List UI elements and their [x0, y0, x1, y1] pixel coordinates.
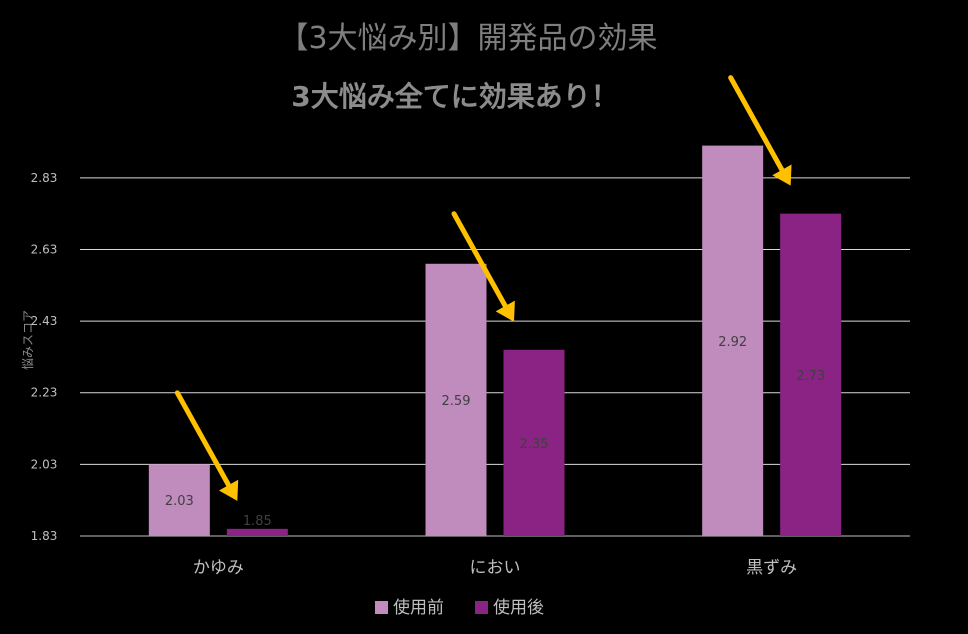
chart-subtitle: 3大悩み全てに効果あり！ — [291, 80, 618, 113]
arrow-shaft — [451, 211, 508, 309]
chart-title: 【3大悩み別】開発品の効果 — [278, 21, 657, 56]
arrow-head — [772, 164, 792, 186]
y-tick-label: 2.23 — [31, 386, 58, 400]
arrow-shaft — [174, 390, 232, 488]
category-label: におい — [470, 558, 521, 578]
arrows — [174, 75, 792, 501]
bar — [503, 349, 565, 536]
y-tick-labels: 1.83 2.03 2.23 2.43 2.63 2.83 — [31, 171, 58, 543]
y-tick-label: 2.63 — [31, 242, 58, 256]
legend: 使用前 使用後 — [375, 597, 544, 618]
bar — [780, 213, 842, 537]
y-tick-label: 2.03 — [31, 457, 58, 471]
data-label: 2.35 — [520, 437, 549, 452]
legend-label: 使用前 — [393, 597, 444, 618]
bar — [148, 464, 210, 536]
y-tick-label: 1.83 — [31, 529, 58, 543]
category-label: 黒ずみ — [746, 558, 797, 578]
category-label: かゆみ — [193, 558, 244, 578]
y-tick-label: 2.83 — [31, 171, 58, 185]
arrow-head — [218, 479, 239, 501]
bar — [226, 528, 288, 536]
arrow-head — [495, 300, 515, 322]
bar — [702, 145, 764, 536]
y-axis-label: 悩みスコア — [21, 310, 35, 370]
data-label: 2.92 — [718, 335, 747, 350]
legend-swatch — [475, 601, 488, 614]
bar — [425, 263, 487, 536]
legend-swatch — [375, 601, 388, 614]
bars: 2.03 1.85 2.59 2.35 2.92 2.73 — [148, 145, 842, 537]
category-labels: かゆみ におい 黒ずみ — [193, 558, 797, 578]
data-label: 1.85 — [243, 514, 272, 529]
data-label: 2.03 — [165, 494, 194, 509]
data-label: 2.73 — [796, 369, 825, 384]
legend-label: 使用後 — [493, 597, 544, 618]
data-label: 2.59 — [442, 394, 471, 409]
y-tick-label: 2.43 — [31, 314, 58, 328]
gridlines — [80, 177, 910, 537]
arrow-shaft — [728, 75, 785, 173]
